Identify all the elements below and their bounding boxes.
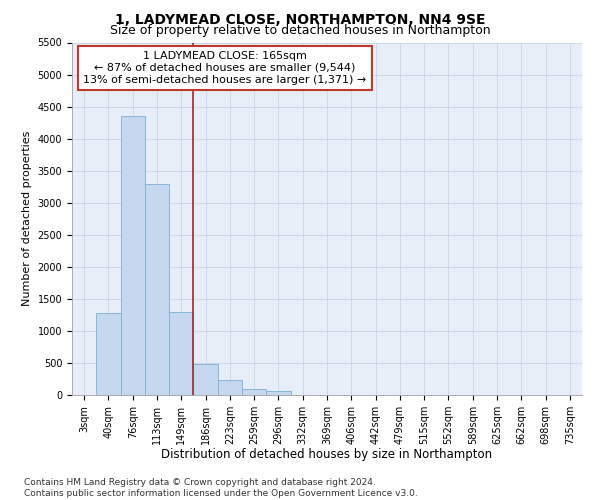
- Y-axis label: Number of detached properties: Number of detached properties: [22, 131, 32, 306]
- Text: 1, LADYMEAD CLOSE, NORTHAMPTON, NN4 9SE: 1, LADYMEAD CLOSE, NORTHAMPTON, NN4 9SE: [115, 12, 485, 26]
- X-axis label: Distribution of detached houses by size in Northampton: Distribution of detached houses by size …: [161, 448, 493, 462]
- Bar: [96, 313, 121, 395]
- Text: Size of property relative to detached houses in Northampton: Size of property relative to detached ho…: [110, 24, 490, 37]
- Text: 1 LADYMEAD CLOSE: 165sqm  
← 87% of detached houses are smaller (9,544)
13% of s: 1 LADYMEAD CLOSE: 165sqm ← 87% of detach…: [83, 52, 367, 84]
- Bar: [266, 390, 290, 395]
- Bar: [121, 116, 145, 395]
- Bar: [242, 388, 266, 395]
- Bar: [218, 380, 242, 395]
- Text: Contains HM Land Registry data © Crown copyright and database right 2024.
Contai: Contains HM Land Registry data © Crown c…: [24, 478, 418, 498]
- Bar: [145, 184, 169, 395]
- Bar: [193, 364, 218, 395]
- Bar: [169, 312, 193, 395]
